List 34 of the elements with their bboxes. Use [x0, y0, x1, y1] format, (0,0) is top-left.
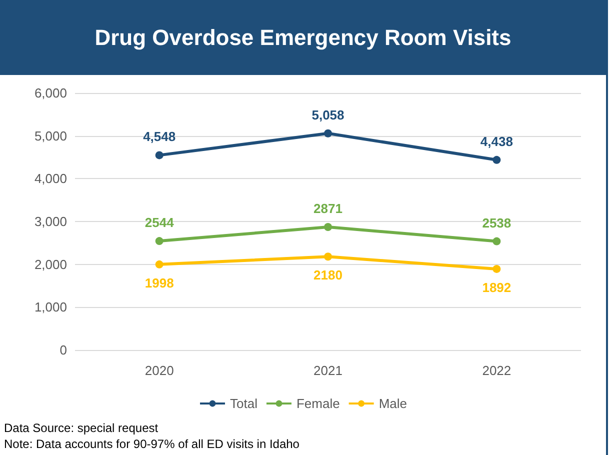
data-label: 5,058 [312, 107, 344, 122]
x-tick-label: 2021 [314, 363, 342, 378]
legend-label: Total [230, 396, 258, 411]
data-label: 2544 [144, 215, 175, 230]
point [324, 223, 332, 232]
data-label: 2180 [314, 268, 342, 283]
point [492, 237, 501, 246]
data-label: 2871 [314, 201, 342, 216]
data-label: 1998 [144, 275, 174, 290]
legend-label: Female [296, 396, 340, 411]
y-tick-label: 0 [60, 342, 67, 358]
y-tick-label: 4,000 [34, 171, 67, 186]
x-tick-label: 2020 [144, 363, 174, 378]
data-label: 1892 [482, 280, 512, 295]
y-tick-label: 2,000 [34, 256, 67, 272]
data-label: 4,548 [143, 129, 176, 144]
y-tick-label: 5,000 [34, 128, 67, 144]
y-tick-label: 1,000 [34, 300, 67, 315]
source-note: Data Source: special request [4, 420, 160, 436]
text: Note: Data accounts for 90-97% of all ED visits in Idaho [4, 436, 300, 452]
point [155, 260, 164, 268]
y-tick-label: 3,000 [34, 214, 67, 229]
legend-label: Male [378, 396, 408, 411]
y-tick-label: 6,000 [34, 86, 67, 100]
point [155, 237, 164, 246]
chart-title: Drug Overdose Emergency Room Visits [0, 0, 606, 75]
point [324, 252, 332, 261]
point [324, 129, 332, 138]
point [492, 156, 501, 164]
point [492, 264, 501, 273]
point [155, 151, 164, 160]
x-tick-label: 2022 [482, 363, 512, 378]
data-label: 4,438 [480, 134, 513, 149]
data-label: 2538 [482, 215, 512, 230]
